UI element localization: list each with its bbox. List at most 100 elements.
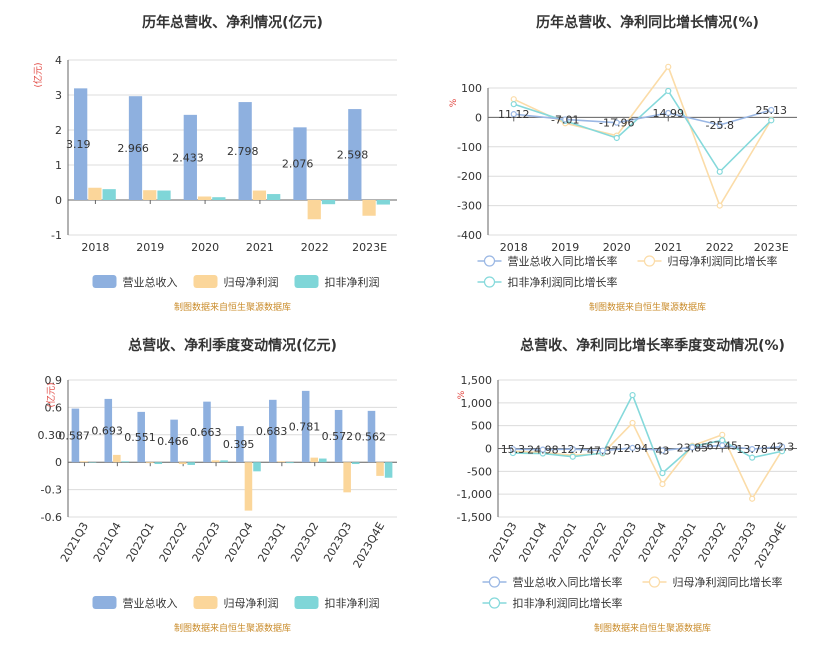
legend-label: 扣非净利润 [325,275,380,289]
series-line [513,109,772,126]
y-tick-label: 100 [461,82,482,95]
series-line [512,444,783,452]
x-tick-label: 2020 [603,241,631,254]
x-tick-label: 2023E [352,241,387,254]
data-point [778,443,786,450]
legend-label: 营业总收入同比增长率 [508,254,618,268]
y-tick-label: -500 [467,465,492,478]
y-tick-label: 0.6 [45,401,63,414]
legend-label: 扣非净利润 [325,596,380,610]
data-label: 0.683 [256,425,288,438]
bar [376,200,390,205]
x-tick-label: 2023Q3 [321,520,354,564]
y-tick-label: 1,000 [461,397,493,410]
data-point [629,419,636,427]
data-label: 14.99 [653,107,685,120]
x-tick-label: 2021 [654,241,682,254]
bar [203,401,211,463]
data-label: 2.598 [337,149,369,162]
data-point [613,134,620,142]
bar [80,461,88,463]
data-label: 25.13 [756,104,788,117]
data-point [569,445,576,453]
series-line [512,421,783,501]
data-label: 12.7 [561,443,586,456]
y-tick-label: 0.9 [45,374,63,387]
data-label: 0.781 [289,421,321,434]
bar [113,454,121,463]
y-tick-label: 0 [475,111,482,124]
bar [170,419,178,463]
x-tick-label: 2022 [706,241,734,254]
data-point [749,495,756,502]
x-tick-label: 2023Q2 [288,520,321,564]
source-note: 制图数据来自恒生聚源数据库 [174,301,291,313]
data-label: 13.78 [736,443,768,456]
bar [220,460,228,463]
x-tick-label: 2021Q3 [486,520,519,564]
data-label: 0.562 [355,431,387,444]
bar [343,462,351,493]
data-label: 24.98 [527,444,559,457]
data-point [665,109,672,117]
x-tick-label: 2022 [301,241,329,254]
chart-panel-3: 总营收、净利季度变动情况(亿元) -0.6 -0.3 0 0.30 0.6 0.9(亿元) 2… [38,337,397,634]
y-tick-label: -300 [457,200,482,213]
legend-label: 扣非净利润同比增长率 [513,596,623,610]
x-tick-label: 2018 [81,241,109,254]
data-label: 42.3 [770,441,795,454]
y-tick-label: 0 [55,194,62,207]
y-tick-label: 0 [485,443,492,456]
data-point [749,454,756,461]
data-label: 0.693 [91,425,123,438]
bar [145,462,154,464]
bar [211,460,220,463]
legend-label: 营业总收入 [123,275,178,289]
bar [197,196,212,200]
data-label: 2.433 [172,151,204,164]
data-point [716,168,723,175]
data-label: 0.572 [322,430,354,443]
legend-marker [488,576,501,588]
bar [157,190,171,200]
bar [212,197,226,200]
x-tick-label: 2018 [500,241,528,254]
bar [88,462,97,463]
source-note: 制图数据来自恒生聚源数据库 [174,622,291,634]
y-tick-label: -0.3 [41,484,62,497]
bar [367,410,376,463]
chart-panel-1: 历年总营收、净利情况(亿元) -1 0 1 2 3 4 (亿元) 2018 2019 2020 202… [32,14,397,313]
data-label: 0.587 [58,429,90,442]
data-point [510,96,517,103]
bar [348,109,362,200]
x-tick-label: 2022Q4 [636,520,669,564]
y-tick-label: -1,000 [457,488,492,501]
y-tick-label: 0.30 [38,429,63,442]
bar [269,399,277,463]
legend-marker [483,276,496,288]
bar [286,462,294,464]
x-tick-label: 2023Q3 [726,520,759,564]
legend-marker [488,597,501,609]
legend: 营业总收入 归母净利润 扣非净利润 [92,275,380,289]
series-line [512,393,783,475]
data-label: 2.798 [227,145,259,158]
bar [384,462,393,478]
data-label: 15.3 [501,443,526,456]
bar [376,462,384,476]
data-point [719,431,726,438]
legend-swatch [92,596,117,609]
data-label: 11.12 [498,108,530,121]
bar [253,462,261,472]
x-tick-label: 2021 [246,241,274,254]
bar [178,462,187,465]
legend-label: 归母净利润 [224,596,279,610]
data-point [613,119,620,126]
bar [236,426,244,463]
bar [74,88,88,200]
data-label: 43 [655,444,669,457]
bar [187,462,195,465]
bar [277,461,286,463]
data-label: 3.19 [66,138,91,151]
